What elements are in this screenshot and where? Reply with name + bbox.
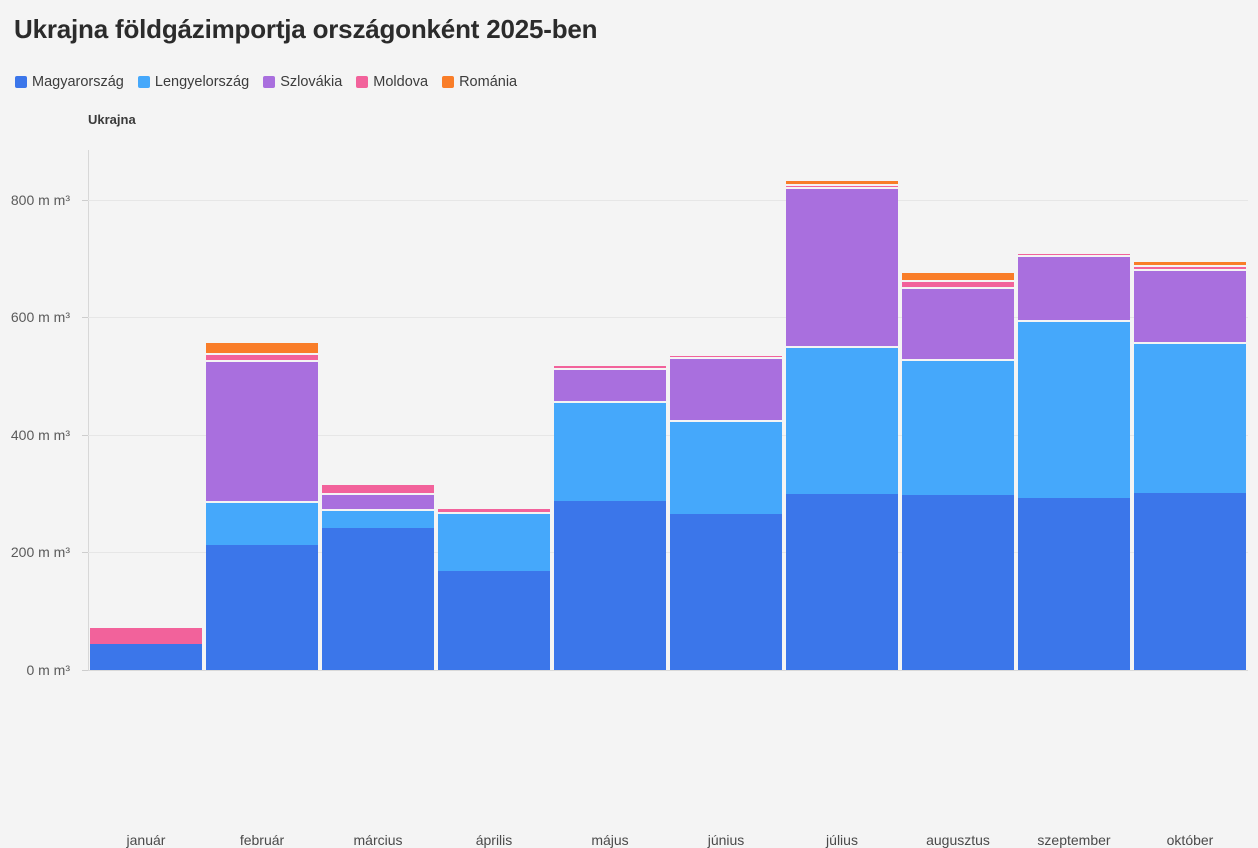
y-axis-tick-mark bbox=[82, 317, 88, 319]
bar-segment[interactable] bbox=[1134, 259, 1246, 266]
x-axis-tick-label: szeptember bbox=[1037, 832, 1111, 848]
bar-segment[interactable] bbox=[206, 501, 318, 545]
bar-segment[interactable] bbox=[1134, 268, 1246, 342]
bar-segment[interactable] bbox=[902, 359, 1014, 495]
bar-segment[interactable] bbox=[322, 509, 434, 529]
y-axis-title: Ukrajna bbox=[88, 112, 136, 127]
chart-legend: Magyarország Lengyelország Szlovákia Moldov… bbox=[15, 72, 531, 92]
chart-container: Ukrajna földgázimportja országonként 202… bbox=[10, 14, 1248, 848]
bar-segment[interactable] bbox=[554, 364, 666, 368]
bar-segment[interactable] bbox=[902, 271, 1014, 281]
y-axis-line bbox=[88, 150, 89, 670]
bar-segment[interactable] bbox=[786, 179, 898, 185]
bar-segment[interactable] bbox=[206, 340, 318, 354]
legend-item[interactable]: Szlovákia bbox=[263, 74, 342, 90]
bar-segment[interactable] bbox=[1018, 498, 1130, 670]
legend-item[interactable]: Lengyelország bbox=[137, 74, 250, 90]
x-axis-tick-label: május bbox=[591, 832, 629, 848]
bar-segment[interactable] bbox=[786, 184, 898, 188]
legend-item-label: Magyarország bbox=[32, 74, 124, 90]
bar-segment[interactable] bbox=[438, 506, 550, 512]
bar-stack-group[interactable] bbox=[670, 150, 782, 670]
page-title: Ukrajna földgázimportja országonként 202… bbox=[14, 14, 598, 44]
bar-stack-group[interactable] bbox=[206, 150, 318, 670]
bar-segment[interactable] bbox=[670, 420, 782, 515]
bar-segment[interactable] bbox=[1134, 492, 1246, 670]
y-axis-tick-mark bbox=[82, 670, 88, 671]
gridline bbox=[88, 552, 1248, 554]
bar-stack-group[interactable] bbox=[1134, 150, 1246, 670]
bar-segment[interactable] bbox=[902, 286, 1014, 360]
y-axis-tick-label: 600 m m³ bbox=[10, 309, 70, 326]
bar-segment[interactable] bbox=[1134, 265, 1246, 269]
y-axis-tick-mark bbox=[82, 434, 88, 436]
bar-segment[interactable] bbox=[438, 511, 550, 571]
plot-area: 0 m m³ 200 m m³ 400 m m³ 600 m m³ 800 m m³ j… bbox=[11, 150, 1248, 848]
gridline bbox=[88, 317, 1248, 319]
y-axis-tick-label: 800 m m³ bbox=[10, 191, 70, 208]
bar-segment[interactable] bbox=[554, 401, 666, 501]
bar-segment[interactable] bbox=[670, 356, 782, 421]
legend-item[interactable]: Magyarország bbox=[15, 74, 124, 90]
bar-segment[interactable] bbox=[206, 544, 318, 670]
bar-stack-group[interactable] bbox=[786, 150, 898, 670]
legend-swatch-icon bbox=[356, 76, 369, 88]
bar-segment[interactable] bbox=[1018, 251, 1130, 255]
y-axis-tick-mark bbox=[82, 552, 88, 554]
bar-segment[interactable] bbox=[902, 280, 1014, 287]
x-axis-tick-label: február bbox=[239, 832, 285, 848]
y-axis-tick-label: 0 m m³ bbox=[26, 662, 70, 678]
y-axis-tick-label: 200 m m³ bbox=[10, 544, 70, 561]
bar-segment[interactable] bbox=[554, 500, 666, 670]
legend-item-label: Románia bbox=[459, 74, 518, 90]
gridline bbox=[88, 670, 1248, 671]
bar-stack-group[interactable] bbox=[554, 150, 666, 670]
bar-stack-group[interactable] bbox=[902, 150, 1014, 670]
legend-item-label: Szlovákia bbox=[280, 74, 343, 90]
gridline bbox=[88, 434, 1248, 436]
bar-stack-group[interactable] bbox=[90, 150, 202, 670]
bar-segment[interactable] bbox=[90, 643, 202, 670]
bar-segment[interactable] bbox=[786, 493, 898, 670]
bar-segment[interactable] bbox=[670, 514, 782, 670]
legend-swatch-icon bbox=[442, 76, 455, 88]
bars-group bbox=[88, 150, 1248, 670]
bar-segment[interactable] bbox=[438, 570, 550, 670]
bar-segment[interactable] bbox=[1018, 254, 1130, 321]
legend-swatch-icon bbox=[137, 76, 150, 88]
x-axis-tick-label: október bbox=[1166, 832, 1214, 848]
bar-segment[interactable] bbox=[902, 494, 1014, 670]
legend-item[interactable]: Románia bbox=[442, 74, 517, 90]
bar-segment[interactable] bbox=[206, 353, 318, 361]
x-axis-tick-label: július bbox=[826, 832, 858, 848]
legend-swatch-icon bbox=[263, 76, 276, 88]
bar-segment[interactable] bbox=[786, 345, 898, 494]
bar-stack-group[interactable] bbox=[322, 150, 434, 670]
x-axis-tick-label: április bbox=[475, 832, 513, 848]
bar-segment[interactable] bbox=[1134, 341, 1246, 493]
bar-segment[interactable] bbox=[554, 368, 666, 402]
bar-stack-group[interactable] bbox=[1018, 150, 1130, 670]
legend-item-label: Moldova bbox=[373, 74, 429, 90]
gridline bbox=[88, 199, 1248, 201]
bar-segment[interactable] bbox=[322, 493, 434, 510]
x-axis-tick-label: június bbox=[707, 832, 745, 848]
x-axis-tick-label: március bbox=[353, 832, 403, 848]
x-axis-tick-label: augusztus bbox=[926, 832, 990, 848]
x-axis-tick-label: január bbox=[126, 832, 166, 848]
bar-segment[interactable] bbox=[90, 625, 202, 644]
legend-item-label: Lengyelország bbox=[154, 74, 250, 90]
y-axis-tick-mark bbox=[82, 199, 88, 201]
bar-segment[interactable] bbox=[786, 187, 898, 346]
bar-stack-group[interactable] bbox=[438, 150, 550, 670]
bar-segment[interactable] bbox=[322, 528, 434, 670]
bar-segment[interactable] bbox=[670, 354, 782, 357]
legend-item[interactable]: Moldova bbox=[356, 74, 428, 90]
bar-segment[interactable] bbox=[322, 482, 434, 494]
bar-segment[interactable] bbox=[206, 360, 318, 502]
legend-swatch-icon bbox=[15, 76, 27, 88]
y-axis-tick-label: 400 m m³ bbox=[10, 426, 70, 443]
bar-segment[interactable] bbox=[1018, 320, 1130, 499]
